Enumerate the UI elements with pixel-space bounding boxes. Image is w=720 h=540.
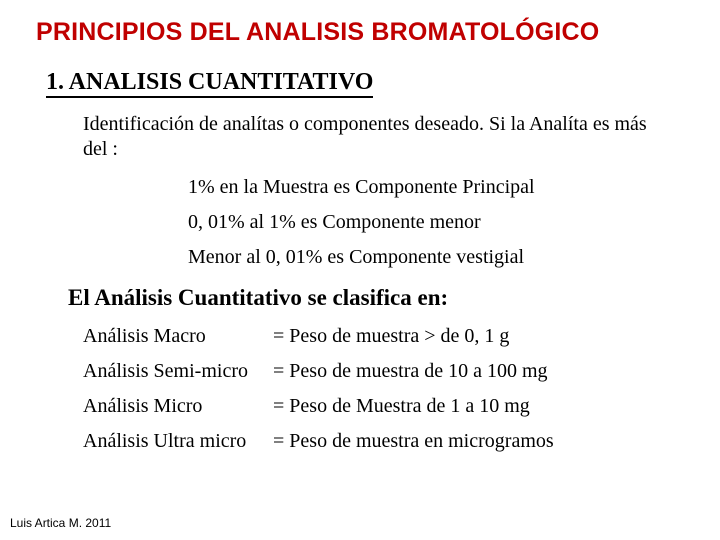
class-eq: = Peso de Muestra de 1 a 10 mg [273, 395, 530, 418]
footer-credit: Luis Artica M. 2011 [10, 516, 111, 530]
section-heading: 1. ANALISIS CUANTITATIVO [46, 69, 373, 98]
class-eq: = Peso de muestra > de 0, 1 g [273, 325, 509, 348]
threshold-item: 0, 01% al 1% es Componente menor [188, 211, 692, 234]
class-row: Análisis Micro = Peso de Muestra de 1 a … [83, 395, 692, 418]
threshold-list: 1% en la Muestra es Componente Principal… [188, 176, 692, 269]
threshold-item: Menor al 0, 01% es Componente vestigial [188, 246, 692, 269]
threshold-item: 1% en la Muestra es Componente Principal [188, 176, 692, 199]
class-label: Análisis Micro [83, 395, 273, 418]
subheading: El Análisis Cuantitativo se clasifica en… [68, 285, 692, 311]
class-label: Análisis Macro [83, 325, 273, 348]
class-label: Análisis Ultra micro [83, 430, 273, 453]
slide-title: PRINCIPIOS DEL ANALISIS BROMATOLÓGICO [36, 18, 692, 47]
class-row: Análisis Ultra micro = Peso de muestra e… [83, 430, 692, 453]
class-eq: = Peso de muestra en microgramos [273, 430, 554, 453]
intro-text: Identificación de analítas o componentes… [83, 112, 662, 162]
class-label: Análisis Semi-micro [83, 360, 273, 383]
class-row: Análisis Macro = Peso de muestra > de 0,… [83, 325, 692, 348]
classification-list: Análisis Macro = Peso de muestra > de 0,… [83, 325, 692, 453]
class-eq: = Peso de muestra de 10 a 100 mg [273, 360, 548, 383]
class-row: Análisis Semi-micro = Peso de muestra de… [83, 360, 692, 383]
